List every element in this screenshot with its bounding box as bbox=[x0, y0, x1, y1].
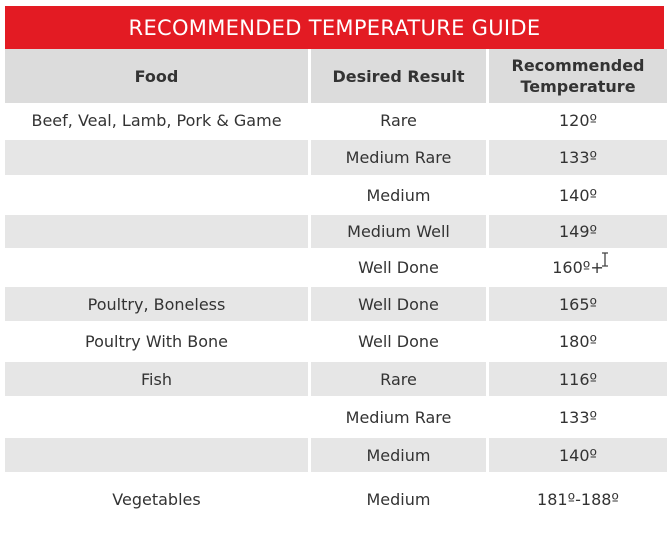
desired-result-cell: Well Done bbox=[311, 324, 486, 362]
temperature-guide: RECOMMENDED TEMPERATURE GUIDE Food Desir… bbox=[5, 6, 667, 527]
table-header-row: Food Desired Result Recommended Temperat… bbox=[5, 49, 667, 103]
temperature-cell: 133º bbox=[489, 140, 667, 178]
food-cell bbox=[5, 178, 308, 215]
table-row: Vegetables Medium 181º-188º bbox=[5, 475, 667, 527]
desired-result-cell: Medium Rare bbox=[311, 140, 486, 178]
desired-result-cell: Medium Rare bbox=[311, 399, 486, 438]
temperature-cell: 116º bbox=[489, 362, 667, 399]
table-row: Medium Rare 133º bbox=[5, 140, 667, 178]
desired-result-cell: Well Done bbox=[311, 251, 486, 287]
desired-result-cell: Medium bbox=[311, 178, 486, 215]
column-header-recommended-temperature: Recommended Temperature bbox=[489, 49, 667, 103]
temperature-cell: 165º bbox=[489, 287, 667, 324]
food-cell: Poultry With Bone bbox=[5, 324, 308, 362]
food-cell bbox=[5, 399, 308, 438]
table-row: Beef, Veal, Lamb, Pork & Game Rare 120º bbox=[5, 103, 667, 140]
food-cell bbox=[5, 215, 308, 251]
table-row: Poultry With Bone Well Done 180º bbox=[5, 324, 667, 362]
text-cursor-icon bbox=[602, 252, 608, 267]
temperature-cell: 180º bbox=[489, 324, 667, 362]
table-row: Fish Rare 116º bbox=[5, 362, 667, 399]
desired-result-cell: Medium bbox=[311, 475, 486, 527]
page-title: RECOMMENDED TEMPERATURE GUIDE bbox=[5, 6, 664, 49]
temperature-table: Food Desired Result Recommended Temperat… bbox=[2, 49, 669, 527]
food-cell: Fish bbox=[5, 362, 308, 399]
desired-result-cell: Rare bbox=[311, 362, 486, 399]
temperature-cell: 140º bbox=[489, 178, 667, 215]
food-cell: Poultry, Boneless bbox=[5, 287, 308, 324]
temperature-cell: 149º bbox=[489, 215, 667, 251]
table-row: Medium 140º bbox=[5, 438, 667, 475]
desired-result-cell: Medium bbox=[311, 438, 486, 475]
column-header-desired-result: Desired Result bbox=[311, 49, 486, 103]
desired-result-cell: Rare bbox=[311, 103, 486, 140]
food-cell bbox=[5, 140, 308, 178]
temperature-cell: 120º bbox=[489, 103, 667, 140]
temperature-cell: 133º bbox=[489, 399, 667, 438]
desired-result-cell: Well Done bbox=[311, 287, 486, 324]
table-row: Medium 140º bbox=[5, 178, 667, 215]
column-header-food: Food bbox=[5, 49, 308, 103]
food-cell: Beef, Veal, Lamb, Pork & Game bbox=[5, 103, 308, 140]
desired-result-cell: Medium Well bbox=[311, 215, 486, 251]
table-row: Poultry, Boneless Well Done 165º bbox=[5, 287, 667, 324]
temperature-cell: 140º bbox=[489, 438, 667, 475]
food-cell bbox=[5, 251, 308, 287]
table-row: Well Done 160º+ bbox=[5, 251, 667, 287]
table-row: Medium Well 149º bbox=[5, 215, 667, 251]
table-row: Medium Rare 133º bbox=[5, 399, 667, 438]
temperature-cell: 181º-188º bbox=[489, 475, 667, 527]
food-cell bbox=[5, 438, 308, 475]
temperature-cell: 160º+ bbox=[489, 251, 667, 287]
food-cell: Vegetables bbox=[5, 475, 308, 527]
